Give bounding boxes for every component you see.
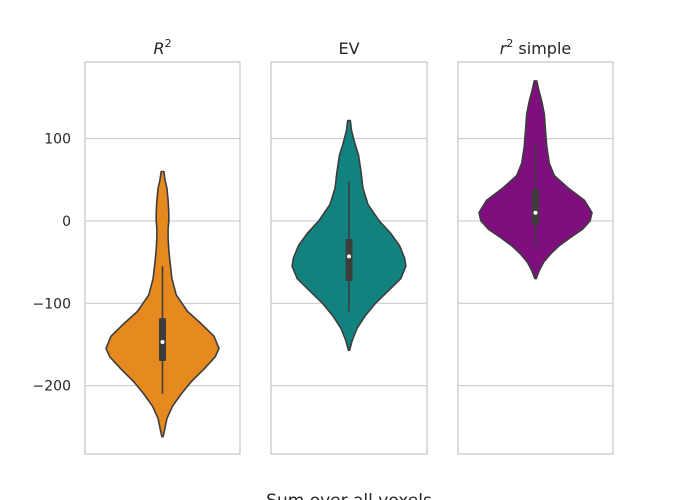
y-tick-label-2: 0 (62, 214, 71, 230)
y-tick-label-4: −200 (33, 379, 71, 395)
median-dot-2 (347, 254, 351, 259)
panel-title-2: EV (338, 39, 359, 58)
panel-title-1: R2 (153, 37, 171, 58)
panel-frame-2 (270, 61, 428, 455)
iqr-box-3 (532, 189, 539, 226)
panel-frame-1 (84, 61, 241, 455)
panel-frame-3 (457, 61, 614, 455)
median-dot-3 (533, 210, 538, 215)
iqr-box-1 (159, 318, 166, 361)
median-dot-1 (160, 340, 165, 344)
x-axis-label: Sum over all voxels (266, 491, 432, 500)
y-tick-label-3: −100 (33, 296, 71, 312)
panel-title-3: r2 simple (500, 37, 571, 58)
y-tick-label-1: 100 (44, 132, 71, 148)
iqr-box-2 (345, 239, 353, 282)
